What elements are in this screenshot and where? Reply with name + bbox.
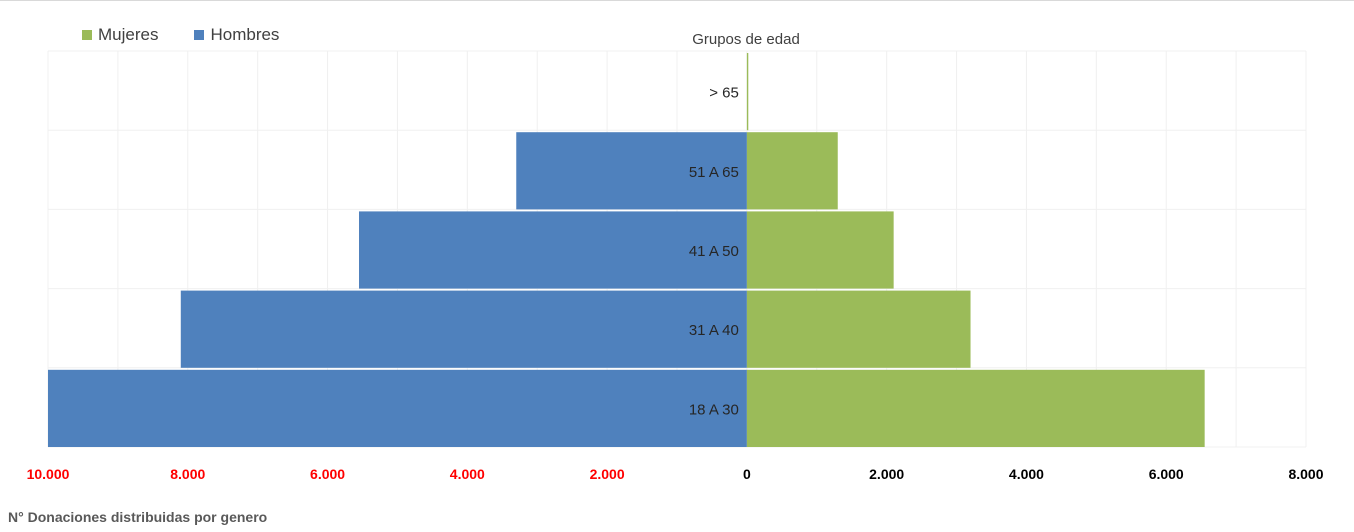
x-tick-label: 8.000 — [170, 466, 205, 482]
x-tick-label: 0 — [743, 466, 751, 482]
legend: Mujeres Hombres — [82, 25, 279, 45]
x-tick-label: 2.000 — [590, 466, 625, 482]
bar-hombres — [180, 290, 747, 368]
bar-mujeres — [746, 290, 971, 368]
value-axis-title: N° Donaciones distribuidas por genero — [8, 509, 268, 525]
x-tick-label: 6.000 — [1149, 466, 1184, 482]
bar-mujeres — [746, 53, 749, 131]
category-axis-title: Grupos de edad — [692, 31, 800, 48]
legend-label-hombres: Hombres — [210, 25, 280, 44]
x-tick-label: 2.000 — [869, 466, 904, 482]
x-tick-label: 6.000 — [310, 466, 345, 482]
legend-label-mujeres: Mujeres — [98, 25, 159, 44]
category-label: 41 A 50 — [689, 243, 739, 260]
bar-mujeres — [746, 132, 838, 210]
bar-hombres — [516, 132, 747, 210]
legend-item-mujeres: Mujeres — [82, 25, 158, 45]
category-label: 18 A 30 — [689, 401, 739, 418]
x-tick-label: 10.000 — [27, 466, 70, 482]
bar-hombres — [359, 211, 747, 289]
category-label: 31 A 40 — [689, 322, 739, 339]
legend-swatch-mujeres — [82, 30, 92, 40]
category-label: > 65 — [709, 85, 739, 102]
x-tick-label: 4.000 — [450, 466, 485, 482]
x-tick-label: 8.000 — [1288, 466, 1323, 482]
bar-mujeres — [746, 211, 894, 289]
bar-mujeres — [746, 369, 1205, 447]
legend-swatch-hombres — [194, 30, 205, 40]
legend-item-hombres: Hombres — [194, 25, 279, 45]
bar-hombres — [48, 369, 747, 447]
category-label: 51 A 65 — [689, 164, 739, 181]
x-tick-label: 4.000 — [1009, 466, 1044, 482]
